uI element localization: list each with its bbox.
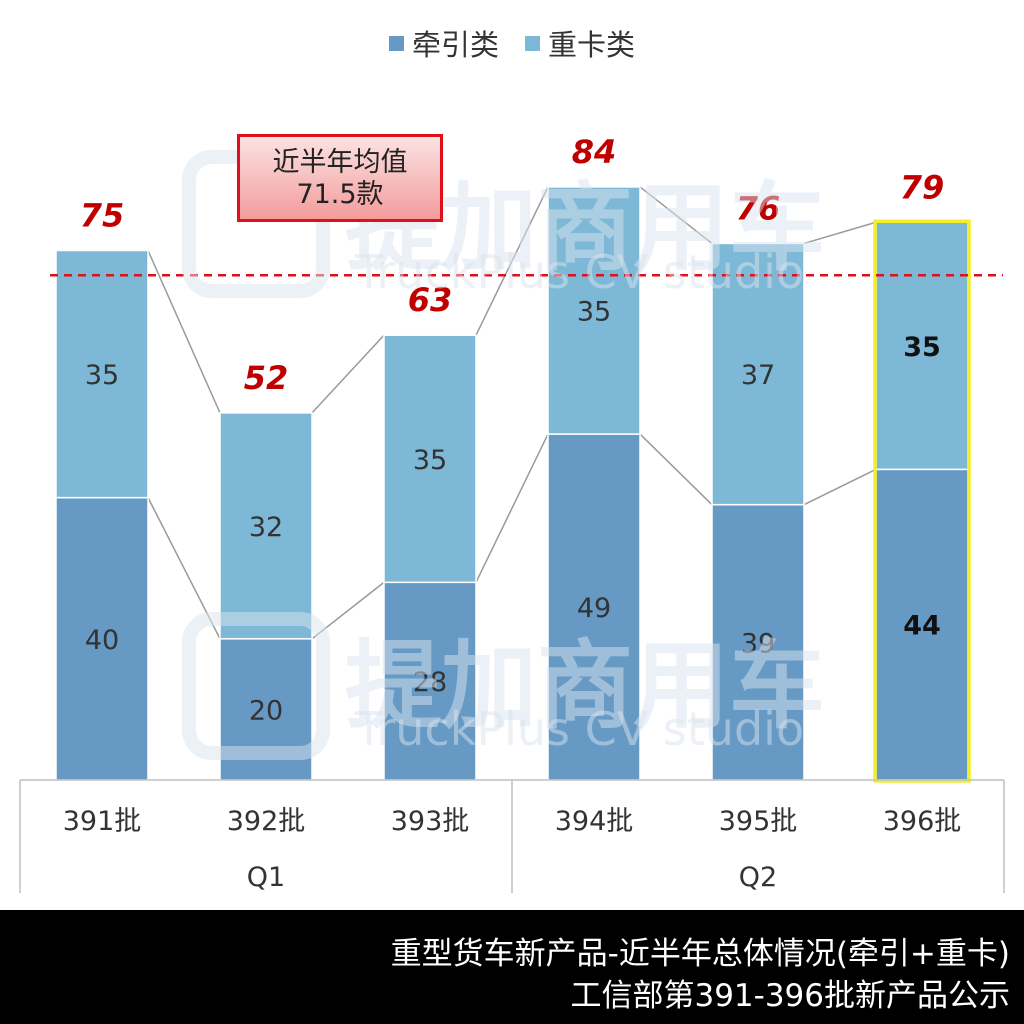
total-label: 75 bbox=[80, 197, 125, 235]
connector-line-series2 bbox=[311, 334, 385, 414]
data-label-series2: 32 bbox=[249, 512, 283, 543]
bar-series2 bbox=[55, 249, 149, 499]
x-tick-label: 394批 bbox=[555, 806, 634, 837]
data-label-series2: 35 bbox=[85, 360, 119, 391]
x-group-label: Q1 bbox=[247, 862, 285, 893]
average-callout-value: 71.5款 bbox=[296, 179, 384, 210]
legend-label-series2: 重卡类 bbox=[548, 28, 636, 62]
connector-line-series1 bbox=[311, 581, 385, 640]
x-tick-label: 393批 bbox=[391, 806, 470, 837]
average-callout-title: 近半年均值 bbox=[272, 147, 408, 178]
bar-series1 bbox=[547, 433, 641, 781]
footer-banner: 重型货车新产品-近半年总体情况(牵引+重卡) 工信部第391-396批新产品公示 bbox=[0, 910, 1024, 1024]
legend-swatch-series2 bbox=[525, 35, 540, 51]
data-label-series1: 20 bbox=[249, 695, 283, 726]
bar-series2 bbox=[547, 186, 641, 435]
data-label-series1: 49 bbox=[577, 593, 611, 624]
connector-line-series1 bbox=[639, 433, 713, 506]
data-label-series2: 37 bbox=[741, 360, 775, 391]
total-label: 84 bbox=[572, 133, 617, 171]
chart-legend: 牵引类 重卡类 bbox=[0, 22, 1024, 64]
legend-label-series1: 牵引类 bbox=[411, 28, 499, 62]
bar-series1 bbox=[711, 503, 805, 781]
connector-line-series2 bbox=[147, 250, 221, 414]
data-label-series2: 35 bbox=[577, 297, 611, 328]
legend-item-series2: 重卡类 bbox=[525, 22, 635, 64]
footer-title: 重型货车新产品-近半年总体情况(牵引+重卡) bbox=[390, 936, 1010, 972]
average-callout: 近半年均值 71.5款 bbox=[237, 134, 443, 222]
bar-series1 bbox=[875, 468, 969, 781]
bar-series2 bbox=[219, 412, 313, 640]
bar-series1 bbox=[383, 581, 477, 781]
data-label-series1: 39 bbox=[741, 628, 775, 659]
connector-line-series1 bbox=[475, 433, 549, 583]
x-tick-label: 391批 bbox=[63, 806, 142, 837]
total-label: 79 bbox=[900, 168, 945, 206]
connector-line-series1 bbox=[803, 468, 877, 506]
connector-line-series2 bbox=[803, 221, 877, 245]
bar-series2 bbox=[711, 242, 805, 506]
legend-swatch-series1 bbox=[388, 35, 404, 51]
connector-line-series2 bbox=[639, 186, 713, 245]
connector-line-series2 bbox=[475, 186, 549, 336]
x-tick-label: 392批 bbox=[227, 806, 306, 837]
x-group-label: Q2 bbox=[739, 862, 777, 893]
stacked-bar-chart: 40 35 75 20 32 52 28 35 63 49 35 84 39 37 76 44 35 79 391批… bbox=[19, 133, 1005, 893]
data-label-series2: 35 bbox=[413, 445, 447, 476]
data-label-series1: 44 bbox=[903, 611, 941, 642]
data-label-series2: 35 bbox=[903, 332, 941, 363]
total-label: 63 bbox=[408, 281, 453, 319]
total-label: 76 bbox=[736, 189, 781, 227]
legend-item-series1: 牵引类 bbox=[388, 22, 499, 64]
total-label: 52 bbox=[244, 359, 289, 397]
chart-area: 40 35 75 20 32 52 28 35 63 49 35 84 39 37 76 44 35 79 391批… bbox=[19, 133, 1005, 893]
connector-line-series1 bbox=[147, 497, 221, 640]
data-label-series1: 40 bbox=[85, 625, 119, 656]
data-label-series1: 28 bbox=[413, 667, 447, 698]
x-tick-label: 395批 bbox=[719, 806, 798, 837]
x-tick-label: 396批 bbox=[883, 806, 962, 837]
bar-series2 bbox=[875, 221, 969, 471]
bar-series2 bbox=[383, 334, 477, 584]
highlight-border bbox=[873, 219, 971, 783]
footer-subtitle: 工信部第391-396批新产品公示 bbox=[570, 978, 1010, 1014]
